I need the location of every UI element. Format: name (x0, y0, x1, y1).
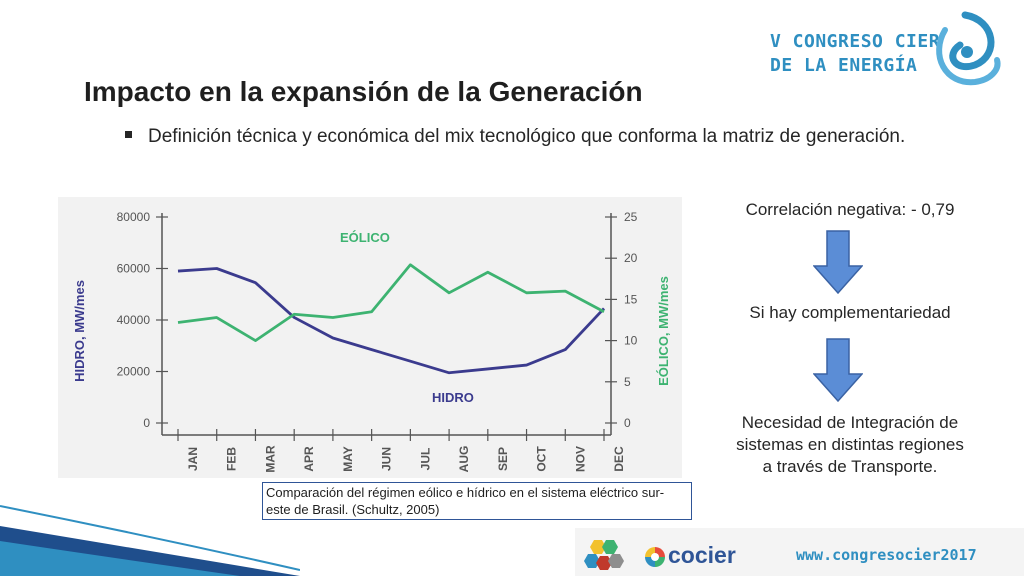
x-tick-label: OCT (535, 446, 549, 472)
cier-logo-icon (584, 540, 624, 570)
right-tick-label: 25 (624, 210, 638, 224)
right-tick-label: 15 (624, 292, 638, 306)
x-tick-label: FEB (225, 447, 239, 471)
right-tick-label: 5 (624, 375, 631, 389)
x-tick-label: JUL (418, 448, 432, 471)
cocier-wordmark: cocier (668, 542, 736, 568)
left-tick-label: 40000 (117, 313, 151, 327)
right-tick-label: 10 (624, 334, 638, 348)
left-tick-label: 0 (143, 416, 150, 430)
series-line-elico (177, 263, 605, 343)
congress-logo-text: V CONGRESO CIER DE LA ENERGÍA (770, 30, 940, 78)
decorative-swoosh (0, 505, 300, 576)
x-tick-label: JAN (186, 447, 200, 471)
complementarity-text: Si hay complementariedad (749, 303, 951, 322)
integration-line-3: a través de Transporte. (762, 457, 938, 476)
integration-line-2: sistemas en distintas regiones (736, 435, 964, 454)
x-tick-label: AUG (457, 446, 471, 473)
right-tick-label: 0 (624, 416, 631, 430)
footer-url: www.congresocier2017 (796, 546, 977, 564)
down-arrow-icon (813, 338, 863, 402)
chart-container: 0 20000 40000 60000 80000 0 5 10 15 20 25 JAN FEB MAR… (58, 197, 682, 478)
x-tick-label: NOV (573, 446, 587, 472)
logo-line-2: DE LA ENERGÍA (770, 55, 918, 76)
right-axis-title: EÓLICO, MW/mes (656, 276, 671, 386)
x-tick-label: MAR (263, 445, 277, 473)
left-tick-label: 60000 (117, 262, 151, 276)
logo-line-1: V CONGRESO CIER (770, 31, 941, 52)
series-line-hidro (177, 267, 606, 375)
x-tick-label: JUN (380, 447, 394, 471)
left-axis-title: HIDRO, MW/mes (72, 280, 87, 382)
down-arrow-icon (813, 230, 863, 294)
right-tick-label: 20 (624, 251, 638, 265)
line-chart: 0 20000 40000 60000 80000 0 5 10 15 20 25 JAN FEB MAR… (72, 210, 671, 473)
bullet-text: Definición técnica y económica del mix t… (148, 126, 906, 147)
swirl-logo-icon (936, 11, 1001, 86)
integration-line-1: Necesidad de Integración de (741, 413, 959, 432)
annotation-eolico: EÓLICO (340, 230, 390, 245)
x-tick-label: APR (302, 446, 316, 472)
x-tick-label: DEC (612, 446, 626, 472)
left-tick-label: 20000 (117, 365, 151, 379)
integration-text: Necesidad de Integración de sistemas en … (690, 412, 1010, 478)
chart-caption: Comparación del régimen eólico e hídrico… (262, 482, 692, 520)
bullet-marker (125, 131, 132, 138)
annotation-hidro: HIDRO (432, 390, 474, 405)
cocier-logo-icon (645, 547, 665, 567)
left-tick-label: 80000 (117, 210, 151, 224)
x-tick-label: MAY (341, 446, 355, 472)
x-tick-label: SEP (496, 447, 510, 471)
slide-title: Impacto en la expansión de la Generación (84, 76, 643, 107)
correlation-text: Correlación negativa: - 0,79 (745, 200, 955, 219)
